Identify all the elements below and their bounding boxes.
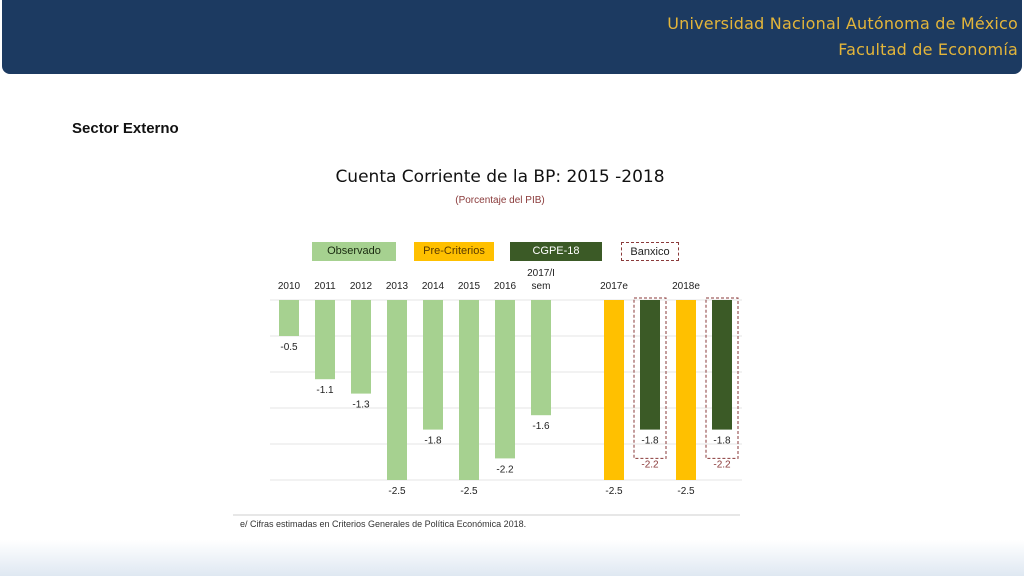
data-label-banxico: -2.2: [641, 459, 659, 470]
bar-cgpe: [640, 300, 660, 430]
data-label: -1.8: [641, 436, 659, 447]
x-tick-label: 2014: [422, 281, 445, 292]
data-label: -1.8: [424, 436, 442, 447]
data-label: -1.6: [532, 421, 550, 432]
footer-band: [0, 540, 1024, 576]
bar-observado: [459, 300, 479, 480]
bar-banxico-outline: [705, 297, 739, 459]
bar-cgpe: [712, 300, 732, 430]
data-label: -2.5: [388, 486, 406, 497]
bar-observado: [423, 300, 443, 430]
x-tick-label: 2018e: [672, 281, 700, 292]
data-label: -0.5: [280, 342, 298, 353]
legend-pre-criterios-label: Pre-Criterios: [423, 245, 485, 257]
data-label: -2.5: [605, 486, 623, 497]
header-banner: Universidad Nacional Autónoma de México …: [2, 0, 1022, 74]
faculty-name: Facultad de Economía: [838, 40, 1018, 59]
x-tick-label: 2011: [314, 281, 336, 292]
bar-observado: [531, 300, 551, 416]
section-title: Sector Externo: [72, 120, 179, 137]
university-name: Universidad Nacional Autónoma de México: [667, 14, 1018, 33]
legend-observado-label: Observado: [327, 245, 381, 257]
data-label: -2.5: [460, 486, 478, 497]
legend-cgpe: CGPE-18: [510, 242, 602, 261]
data-label: -2.2: [496, 464, 514, 475]
legend-observado: Observado: [312, 242, 396, 261]
data-label: -1.8: [713, 436, 731, 447]
footnote: e/ Cifras estimadas en Criterios General…: [240, 519, 526, 529]
chart-title: Cuenta Corriente de la BP: 2015 -2018: [335, 167, 665, 187]
bar-banxico-outline: [633, 297, 667, 459]
x-tick-label: 2016: [494, 281, 517, 292]
data-label: -2.5: [677, 486, 695, 497]
legend-banxico: Banxico: [621, 242, 679, 261]
x-tick-label: 2010: [278, 281, 301, 292]
bar-observado: [387, 300, 407, 480]
x-tick-label: sem: [532, 281, 551, 292]
legend-pre-criterios: Pre-Criterios: [414, 242, 494, 261]
bar-pre-criterios: [604, 300, 624, 480]
x-tick-label: 2012: [350, 281, 373, 292]
bar-observado: [279, 300, 299, 336]
x-tick-label: 2017e: [600, 281, 628, 292]
data-label: -1.1: [316, 385, 334, 396]
data-label: -1.3: [352, 400, 370, 411]
x-tick-label: 2017/I: [527, 268, 555, 279]
x-tick-label: 2015: [458, 281, 481, 292]
legend-banxico-label: Banxico: [630, 246, 670, 258]
bar-observado: [495, 300, 515, 459]
bar-observado: [351, 300, 371, 394]
legend-cgpe-label: CGPE-18: [532, 245, 580, 257]
chart-subtitle: (Porcentaje del PIB): [455, 195, 545, 206]
data-label-banxico: -2.2: [713, 459, 731, 470]
x-tick-label: 2013: [386, 281, 409, 292]
bar-observado: [315, 300, 335, 380]
bar-pre-criterios: [676, 300, 696, 480]
